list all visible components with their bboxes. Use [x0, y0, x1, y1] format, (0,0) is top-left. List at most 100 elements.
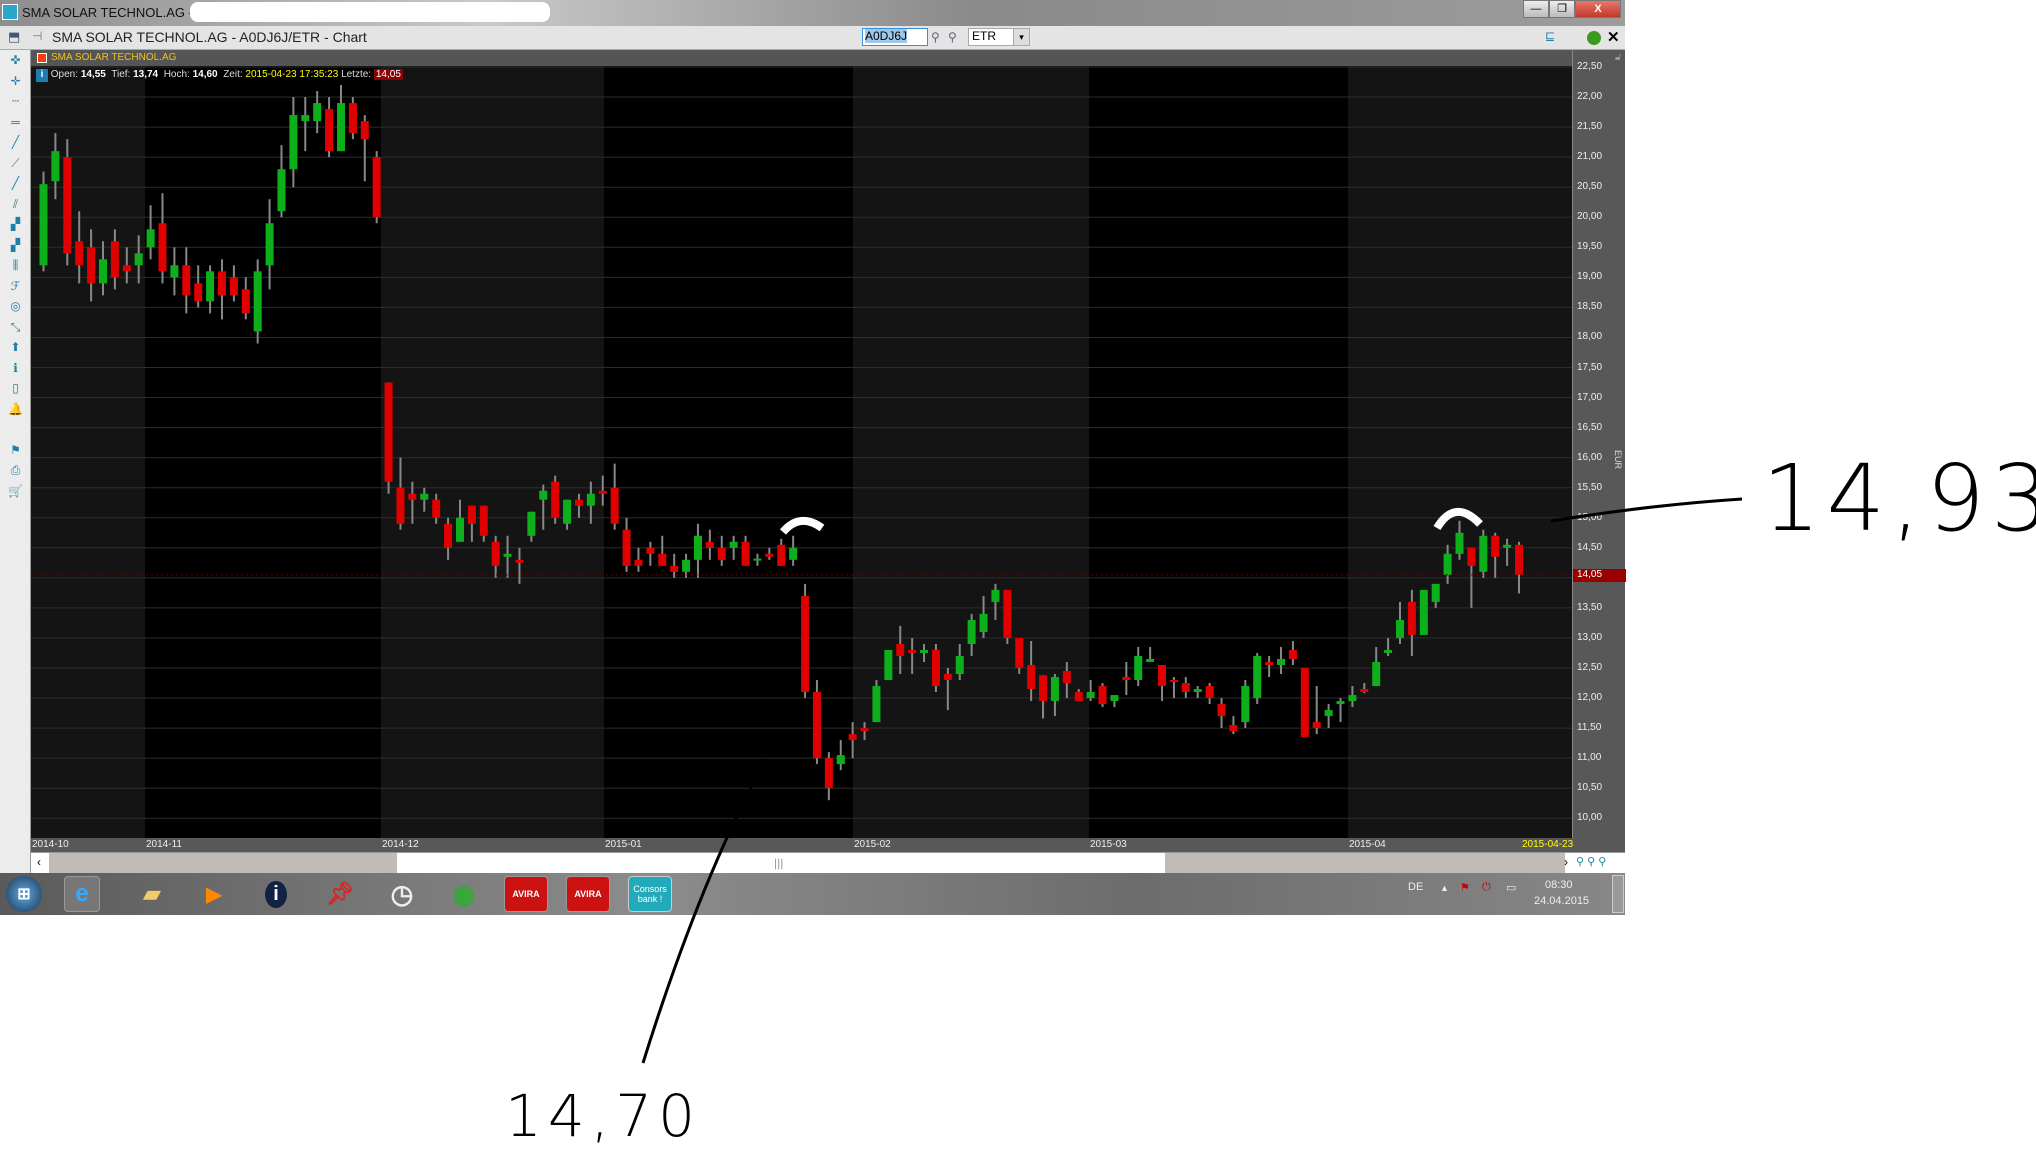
scroll-track-right[interactable]	[1165, 853, 1565, 873]
chart-plot-area[interactable]	[31, 66, 1572, 838]
candle-body[interactable]	[943, 674, 952, 681]
candle-body[interactable]	[777, 544, 786, 566]
candle-body[interactable]	[134, 253, 143, 266]
taskbar-avira-1[interactable]: AVIRA	[504, 876, 548, 912]
candle-body[interactable]	[63, 157, 72, 254]
parallel-line-icon[interactable]: ⫽	[12, 196, 19, 211]
show-desktop-button[interactable]	[1612, 875, 1624, 913]
candle-body[interactable]	[348, 103, 357, 134]
restore-button[interactable]: ❐	[1549, 0, 1575, 18]
candle-body[interactable]	[979, 613, 988, 632]
scroll-track-left[interactable]	[49, 853, 397, 873]
candle-body[interactable]	[194, 283, 203, 302]
cart-icon[interactable]: ⎙	[10, 463, 21, 477]
candle-body[interactable]	[646, 547, 655, 554]
action-center-icon[interactable]: ⚑	[1460, 882, 1470, 894]
taskbar-chrome[interactable]: ◉	[446, 876, 482, 912]
marker-icon[interactable]: ▯	[12, 381, 19, 395]
horizontal-line-icon[interactable]: ┄	[11, 94, 20, 108]
double-horizontal-line-icon[interactable]: ═	[11, 114, 20, 129]
fibonacci-lines-icon[interactable]: ⫼	[12, 258, 19, 272]
candle-body[interactable]	[265, 223, 274, 266]
candle-body[interactable]	[670, 565, 679, 572]
fibonacci-fan-icon[interactable]: ℱ	[10, 278, 21, 293]
chevron-down-icon[interactable]: ▾	[1013, 29, 1029, 45]
candle-body[interactable]	[1050, 677, 1059, 702]
candle-body[interactable]	[610, 487, 619, 524]
candle-body[interactable]	[1491, 535, 1500, 557]
candle-body[interactable]	[753, 558, 762, 561]
candle-body[interactable]	[836, 755, 845, 765]
candle-body[interactable]	[146, 229, 155, 248]
candle-body[interactable]	[574, 499, 583, 506]
candle-body[interactable]	[920, 649, 929, 653]
close-window-button[interactable]: X	[1575, 0, 1621, 18]
channel2-icon[interactable]: ▞	[10, 237, 21, 252]
scroll-left-icon[interactable]: ‹	[37, 855, 41, 869]
candle-body[interactable]	[598, 490, 607, 494]
candle-body[interactable]	[705, 541, 714, 548]
candle-body[interactable]	[1241, 686, 1250, 723]
candle-body[interactable]	[182, 265, 191, 296]
minimize-button[interactable]: —	[1523, 0, 1549, 18]
candle-body[interactable]	[1062, 671, 1071, 684]
candle-body[interactable]	[1015, 637, 1024, 668]
candle-body[interactable]	[551, 481, 560, 518]
pin-icon[interactable]: ⊣	[32, 29, 43, 43]
candle-body[interactable]	[634, 559, 643, 566]
candle-body[interactable]	[503, 553, 512, 557]
taskbar-internet-explorer[interactable]: e	[64, 876, 100, 912]
candle-body[interactable]	[1455, 532, 1464, 554]
candle-body[interactable]	[789, 547, 798, 560]
candle-body[interactable]	[801, 595, 810, 693]
taskbar-pin-app[interactable]: 📌︎	[322, 876, 358, 912]
candlestick-chart[interactable]	[31, 66, 1572, 838]
candle-body[interactable]	[1515, 544, 1523, 575]
candle-body[interactable]	[955, 655, 964, 675]
chart-scrollbar[interactable]: ‹ ||| › ⚲ ⚲ ⚲	[31, 852, 1625, 873]
candle-body[interactable]	[98, 259, 107, 284]
candle-body[interactable]	[1181, 683, 1190, 693]
taskbar-clock-app[interactable]: ◷	[384, 876, 420, 912]
candle-body[interactable]	[408, 493, 417, 500]
candle-body[interactable]	[717, 547, 726, 560]
candle-body[interactable]	[563, 499, 572, 524]
candle-body[interactable]	[87, 247, 96, 284]
candle-body[interactable]	[229, 277, 238, 296]
upload-icon[interactable]: ⬆	[10, 340, 21, 354]
resize-icon[interactable]: 🛒	[8, 483, 23, 498]
layout-icon[interactable]: ⊑	[1545, 29, 1556, 43]
candle-body[interactable]	[1407, 601, 1416, 635]
candle-body[interactable]	[682, 559, 691, 572]
candle-body[interactable]	[1360, 689, 1369, 693]
symbol-input[interactable]: A0DJ6J	[862, 28, 928, 46]
taskbar-file-explorer[interactable]: ▰	[134, 876, 170, 912]
candle-body[interactable]	[1205, 686, 1214, 699]
taskbar-consors-bank[interactable]: Consors bank !	[628, 876, 672, 912]
candle-body[interactable]	[75, 241, 84, 266]
candle-body[interactable]	[325, 109, 334, 152]
candle-body[interactable]	[527, 511, 536, 536]
candle-body[interactable]	[479, 505, 488, 536]
scroll-right-icon[interactable]: ›	[1564, 855, 1568, 869]
candle-body[interactable]	[1419, 589, 1428, 635]
start-button[interactable]: ⊞	[6, 876, 42, 912]
candle-body[interactable]	[1479, 535, 1488, 572]
info-icon[interactable]: i	[36, 69, 48, 82]
candle-body[interactable]	[908, 649, 917, 653]
candle-body[interactable]	[1467, 547, 1476, 566]
power-icon[interactable]: ⏻	[1482, 881, 1491, 893]
candle-body[interactable]	[1324, 710, 1333, 717]
candle-body[interactable]	[1229, 725, 1238, 732]
candle-body[interactable]	[1443, 553, 1452, 575]
exchange-select[interactable]: ETR ▾	[968, 28, 1030, 46]
candle-body[interactable]	[277, 169, 286, 212]
candle-body[interactable]	[301, 115, 310, 122]
candle-body[interactable]	[1253, 655, 1262, 699]
candle-body[interactable]	[158, 223, 167, 272]
candle-body[interactable]	[360, 121, 369, 140]
candle-body[interactable]	[1003, 589, 1012, 638]
candle-body[interactable]	[51, 151, 60, 182]
language-indicator[interactable]: DE	[1408, 881, 1424, 893]
channel-icon[interactable]: ▞	[10, 217, 21, 231]
